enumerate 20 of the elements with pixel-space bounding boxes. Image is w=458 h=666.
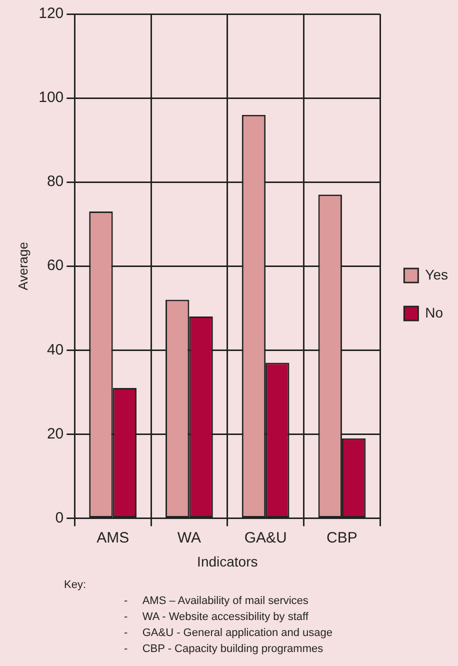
y-tick-label: 120 — [38, 5, 64, 22]
y-tick-label: 60 — [46, 257, 64, 274]
x-tick-label: CBP — [326, 529, 358, 546]
x-tick-label: AMS — [96, 529, 130, 546]
y-axis-title: Average — [15, 242, 30, 290]
x-tick-label: WA — [177, 529, 202, 546]
y-tick-label: 100 — [38, 89, 64, 106]
legend-label: Yes — [425, 266, 448, 282]
x-axis-title: Indicators — [197, 553, 258, 570]
y-tick-label: 80 — [46, 173, 64, 190]
text: - CBP - Capacity building programmes — [123, 642, 324, 657]
text: Key: — [64, 578, 88, 593]
text: - WA - Website accessibility by staff — [123, 610, 310, 625]
legend-label: No — [425, 304, 444, 320]
x-tick-label: GA&U — [244, 529, 287, 546]
y-tick-label: 20 — [46, 425, 64, 442]
y-tick-label: 40 — [46, 341, 64, 358]
y-tick-label: 0 — [55, 509, 64, 526]
text: - GA&U - General application and usage — [123, 626, 334, 641]
text: - AMS – Availability of mail services — [123, 594, 310, 609]
